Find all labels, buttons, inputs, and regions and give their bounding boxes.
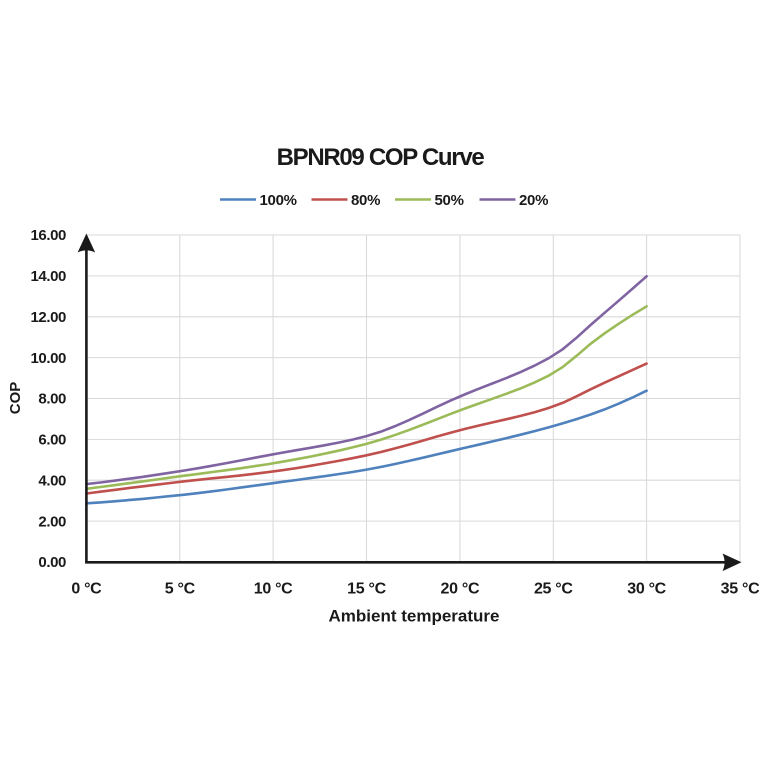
svg-text:16.00: 16.00 <box>30 227 66 244</box>
svg-text:25 °C: 25 °C <box>534 581 573 598</box>
svg-text:35 °C: 35 °C <box>721 581 760 598</box>
svg-text:6.00: 6.00 <box>38 432 66 449</box>
svg-text:5 °C: 5 °C <box>165 581 196 598</box>
svg-text:10 °C: 10 °C <box>254 581 293 598</box>
svg-text:2.00: 2.00 <box>38 513 66 530</box>
svg-text:12.00: 12.00 <box>30 309 66 326</box>
svg-text:80%: 80% <box>351 192 380 209</box>
svg-text:0.00: 0.00 <box>38 554 66 571</box>
svg-text:20 °C: 20 °C <box>441 581 480 598</box>
svg-text:0 °C: 0 °C <box>71 581 102 598</box>
svg-text:4.00: 4.00 <box>38 472 66 489</box>
svg-text:20%: 20% <box>519 192 548 209</box>
svg-text:Ambient temperature: Ambient temperature <box>329 607 500 626</box>
svg-text:10.00: 10.00 <box>30 350 66 367</box>
svg-text:15 °C: 15 °C <box>347 581 386 598</box>
svg-text:30 °C: 30 °C <box>627 581 666 598</box>
svg-text:14.00: 14.00 <box>30 268 66 285</box>
svg-text:COP: COP <box>7 382 24 415</box>
svg-text:BPNR09 COP Curve: BPNR09 COP Curve <box>277 144 485 171</box>
svg-text:50%: 50% <box>435 192 464 209</box>
svg-text:8.00: 8.00 <box>38 391 66 408</box>
svg-text:100%: 100% <box>260 192 297 209</box>
